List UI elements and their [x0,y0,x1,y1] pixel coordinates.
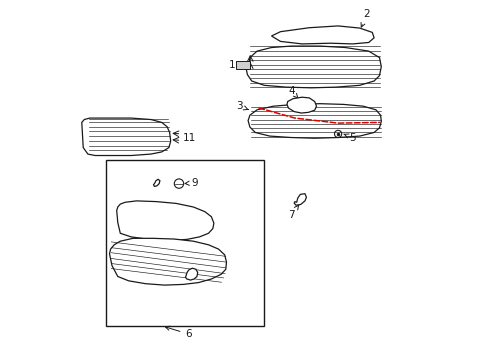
Polygon shape [153,179,160,186]
Polygon shape [246,46,381,88]
Text: 5: 5 [343,132,355,143]
Polygon shape [81,118,170,156]
Text: 1: 1 [228,60,235,70]
Polygon shape [185,268,197,280]
Bar [235,61,250,69]
Text: 7: 7 [287,205,298,220]
Text: 6: 6 [165,326,192,339]
Polygon shape [247,104,381,138]
Text: 11: 11 [183,132,196,143]
Text: 2: 2 [360,9,369,27]
Text: 10: 10 [199,269,216,279]
Polygon shape [109,238,226,285]
Text: 9: 9 [185,178,198,188]
Polygon shape [117,201,213,240]
Polygon shape [286,97,316,113]
Text: 3: 3 [236,101,248,111]
Polygon shape [271,26,373,44]
Bar [106,160,264,326]
Polygon shape [294,194,306,205]
Text: 8: 8 [132,212,142,224]
Text: 4: 4 [287,86,297,98]
